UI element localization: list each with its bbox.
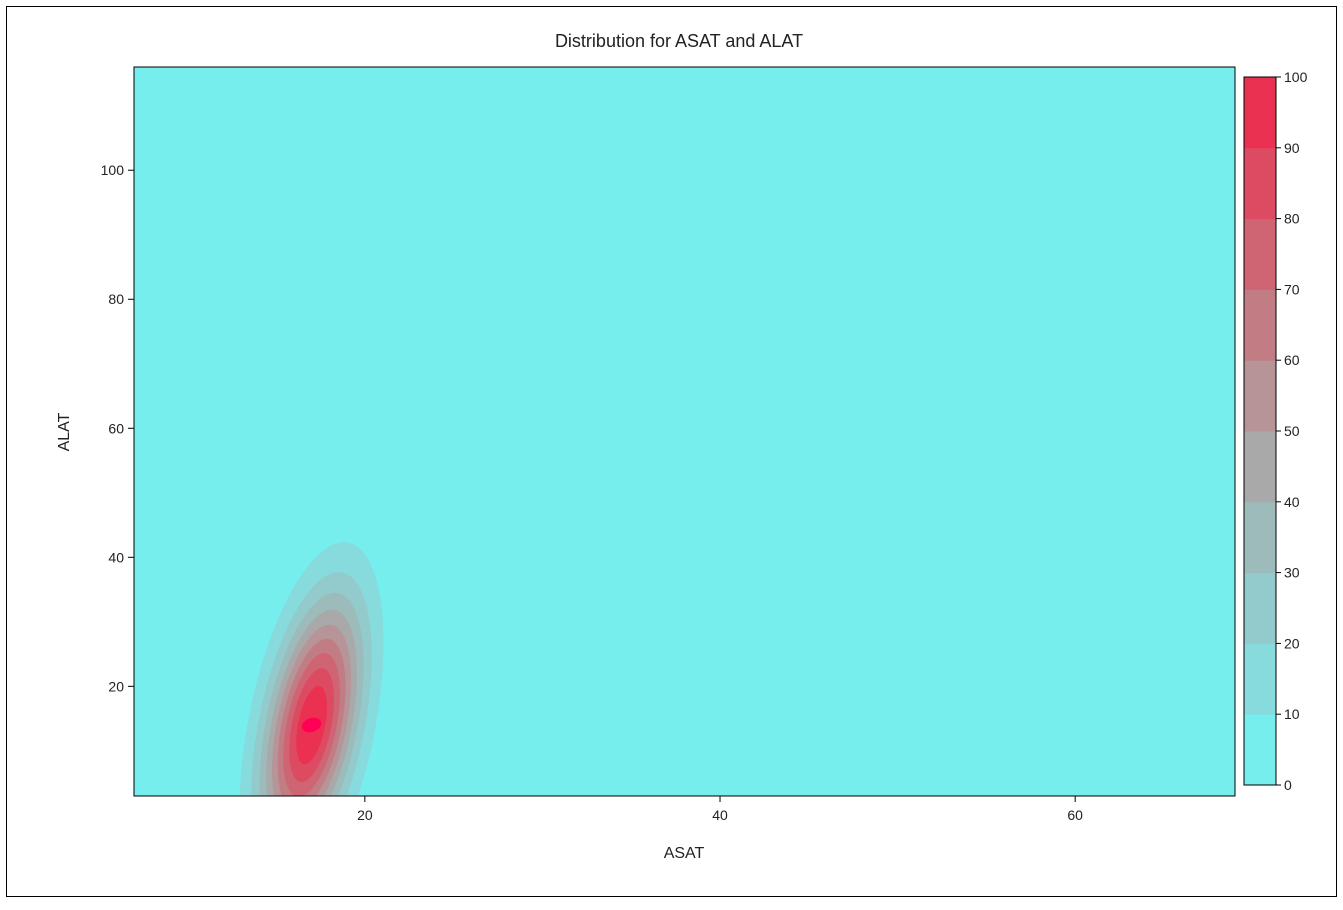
colorbar-band — [1244, 431, 1276, 503]
y-tick-label: 40 — [108, 549, 124, 565]
y-tick-label: 100 — [101, 162, 125, 178]
colorbar-tick-label: 50 — [1284, 423, 1300, 439]
colorbar-band — [1244, 77, 1276, 149]
colorbar-tick-label: 30 — [1284, 565, 1300, 581]
y-tick-label: 60 — [108, 420, 124, 436]
colorbar-band — [1244, 218, 1276, 290]
colorbar-legend: 0 10 20 30 40 50 60 70 80 90 100 — [1243, 69, 1308, 793]
x-tick-label: 20 — [357, 807, 373, 823]
density-contours — [239, 542, 384, 796]
x-tick-label: 40 — [712, 807, 728, 823]
colorbar-tick-label: 20 — [1284, 635, 1300, 651]
y-tick-label: 20 — [108, 678, 124, 694]
colorbar-band — [1244, 147, 1276, 220]
colorbar-band — [1244, 643, 1276, 715]
y-tick-label: 80 — [108, 291, 124, 307]
y-axis: 20 40 60 80 100 — [101, 162, 134, 694]
x-axis: 20 40 60 — [357, 796, 1083, 823]
chart-title: Distribution for ASAT and ALAT — [555, 31, 803, 51]
colorbar-tick-label: 40 — [1284, 494, 1300, 510]
colorbar-tick-label: 80 — [1284, 211, 1300, 227]
contour-chart: Distribution for ASAT and ALAT 20 40 60 20… — [56, 31, 1308, 862]
colorbar-tick-label: 100 — [1284, 69, 1308, 85]
colorbar-band — [1244, 501, 1276, 574]
colorbar-band — [1244, 360, 1276, 432]
x-tick-label: 60 — [1067, 807, 1083, 823]
colorbar-tick-label: 10 — [1284, 706, 1300, 722]
colorbar-band — [1244, 289, 1276, 361]
colorbar-tick-label: 90 — [1284, 140, 1300, 156]
plot-area — [133, 66, 1236, 797]
colorbar-band — [1244, 572, 1276, 644]
colorbar-band — [1244, 714, 1276, 786]
plot-border — [133, 66, 1236, 797]
colorbar-tick-label: 70 — [1284, 281, 1300, 297]
density-peak — [301, 717, 322, 733]
chart-frame: Distribution for ASAT and ALAT 20 40 60 20… — [6, 6, 1337, 897]
colorbar-tick-label: 0 — [1284, 777, 1292, 793]
y-axis-label: ALAT — [56, 412, 73, 451]
colorbar-tick-label: 60 — [1284, 352, 1300, 368]
x-axis-label: ASAT — [664, 845, 705, 862]
